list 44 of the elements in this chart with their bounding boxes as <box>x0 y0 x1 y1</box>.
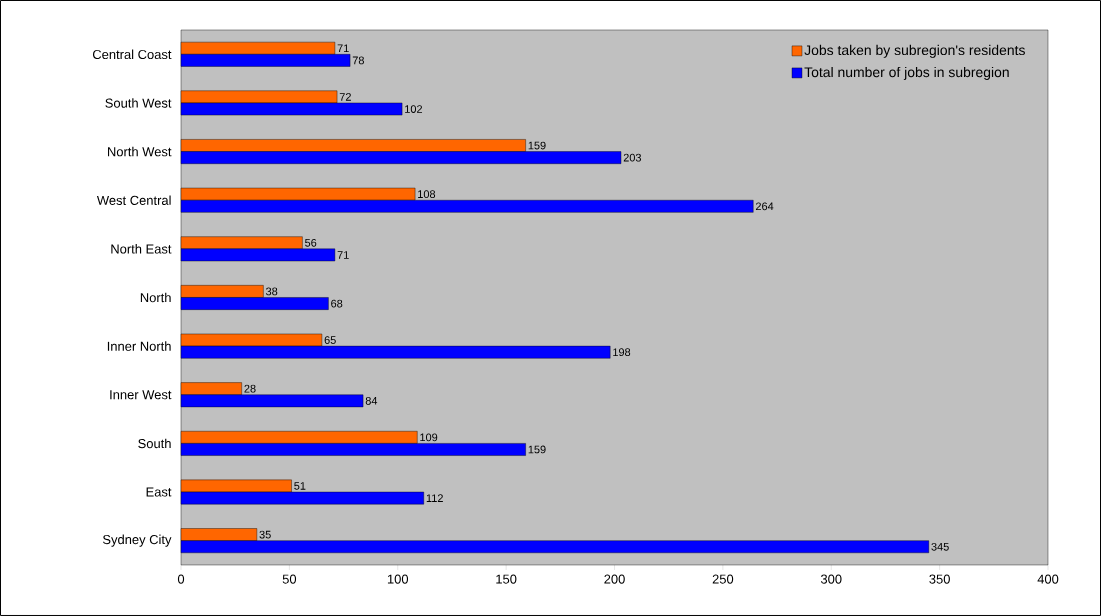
data-label: 38 <box>266 287 278 296</box>
data-label: 203 <box>623 153 641 162</box>
data-label: 84 <box>365 396 378 405</box>
data-label: 198 <box>613 348 631 357</box>
data-label: 159 <box>528 445 546 454</box>
y-tick-label: East <box>146 487 172 497</box>
y-tick-label: West Central <box>96 195 171 205</box>
data-label: 68 <box>331 299 343 308</box>
data-label: 72 <box>339 93 351 101</box>
data-label: 109 <box>420 433 438 442</box>
x-tick-label: 150 <box>496 574 517 584</box>
y-tick-label: North <box>140 292 171 303</box>
y-tick-label: Inner West <box>110 390 172 400</box>
y-tick-label: North East <box>111 244 172 254</box>
y-tick-label: North West <box>108 146 172 157</box>
x-tick-label: 0 <box>177 574 185 584</box>
data-label: 78 <box>352 56 364 65</box>
data-label: 51 <box>294 482 306 490</box>
data-label: 102 <box>405 105 423 113</box>
data-label: 71 <box>337 44 349 52</box>
x-tick-label: 300 <box>820 574 842 584</box>
data-label: 108 <box>418 190 436 199</box>
y-tick-label: Inner North <box>107 341 171 351</box>
x-tick-label: 350 <box>929 574 950 584</box>
data-label: 71 <box>337 251 349 259</box>
legend-label: Total number of jobs in subregion <box>804 66 1009 80</box>
y-tick-label: South <box>138 438 171 449</box>
x-tick-label: 400 <box>1037 574 1059 584</box>
x-tick-label: 200 <box>604 574 625 584</box>
data-label: 264 <box>755 202 774 211</box>
x-tick-label: 100 <box>387 574 409 584</box>
data-label: 35 <box>259 530 271 539</box>
data-label: 159 <box>528 141 546 150</box>
y-tick-label: Central Coast <box>92 49 172 60</box>
x-tick-label: 250 <box>712 574 734 584</box>
y-tick-label: South West <box>105 98 172 108</box>
y-tick-label: Sydney City <box>102 534 172 547</box>
data-label: 56 <box>305 238 317 247</box>
data-label: 28 <box>244 384 256 393</box>
legend-label: Jobs taken by subregion's residents <box>804 44 1025 58</box>
data-label: 112 <box>426 494 443 502</box>
data-label: 65 <box>324 336 336 344</box>
data-label: 345 <box>931 542 949 551</box>
x-tick-label: 50 <box>282 574 297 584</box>
